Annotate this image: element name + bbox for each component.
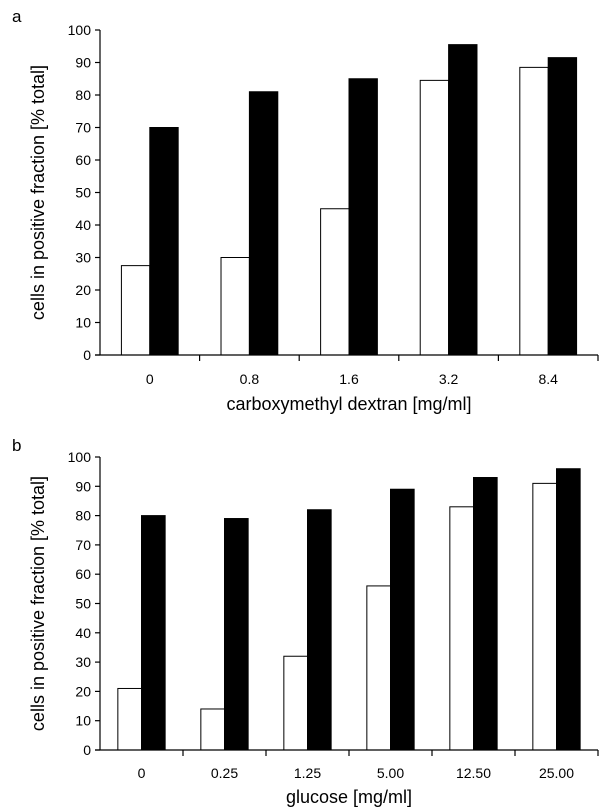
bar-filled-2 xyxy=(348,78,378,356)
y-tick-label: 60 xyxy=(75,152,91,168)
bar-filled-4 xyxy=(547,57,578,356)
panel-label: a xyxy=(12,7,22,26)
bar-open-3 xyxy=(419,79,450,356)
panel-a: a 0 10 20 30 40 50 60 70 80 90 100 0 0.8 1.6 3.2 8.4 carb… xyxy=(12,7,599,414)
x-tick-label: 0 xyxy=(138,765,146,781)
bar-open-0 xyxy=(117,687,143,751)
x-tick-label: 0.8 xyxy=(240,371,260,387)
x-tick-label: 5.00 xyxy=(377,765,404,781)
y-tick-label: 100 xyxy=(68,22,92,38)
y-tick-label: 80 xyxy=(75,87,91,103)
y-tick-label: 70 xyxy=(75,120,91,136)
bar-filled-1 xyxy=(248,91,279,356)
y-tick-label: 90 xyxy=(75,55,91,71)
panel-b: b 0 10 20 30 40 50 60 70 80 90 100 0 0.25 1.25 5.00 12.5… xyxy=(12,436,599,807)
x-tick-label: 12.50 xyxy=(456,765,491,781)
y-axis-title: cells in positive fraction [% total] xyxy=(28,476,48,731)
y-tick-label: 0 xyxy=(83,742,91,758)
y-tick-label: 20 xyxy=(75,683,91,699)
x-tick-label: 25.00 xyxy=(539,765,574,781)
y-tick-label: 50 xyxy=(75,596,91,612)
x-tick-label: 1.6 xyxy=(339,371,359,387)
x-axis-title: carboxymethyl dextran [mg/ml] xyxy=(226,394,471,414)
bar-filled-0 xyxy=(141,515,166,751)
y-tick-label: 100 xyxy=(68,449,92,465)
bar-filled-2 xyxy=(307,509,332,751)
bar-filled-3 xyxy=(448,44,478,356)
y-tick-label: 40 xyxy=(75,625,91,641)
x-tick-label: 0.25 xyxy=(211,765,238,781)
y-tick-label: 50 xyxy=(75,185,91,201)
y-tick-label: 30 xyxy=(75,654,91,670)
bar-filled-1 xyxy=(224,518,249,751)
x-tick-label: 0 xyxy=(146,371,154,387)
y-tick-label: 40 xyxy=(75,217,91,233)
x-tick-label: 1.25 xyxy=(294,765,321,781)
bar-filled-0 xyxy=(149,127,179,356)
bar-open-2 xyxy=(283,655,309,751)
y-tick-label: 30 xyxy=(75,250,91,266)
x-tick-label: 8.4 xyxy=(538,371,558,387)
panel-label: b xyxy=(12,436,21,455)
y-tick-label: 0 xyxy=(83,347,91,363)
y-axis-title: cells in positive fraction [% total] xyxy=(28,65,48,320)
bar-open-4 xyxy=(519,66,549,356)
y-tick-label: 90 xyxy=(75,478,91,494)
x-axis-title: glucose [mg/ml] xyxy=(286,787,412,807)
y-tick-label: 10 xyxy=(75,315,91,331)
y-tick-label: 60 xyxy=(75,566,91,582)
bar-open-3 xyxy=(366,585,392,751)
bar-open-5 xyxy=(532,482,557,751)
bar-open-4 xyxy=(449,506,475,751)
y-tick-label: 70 xyxy=(75,537,91,553)
y-tick-label: 20 xyxy=(75,282,91,298)
x-tick-label: 3.2 xyxy=(439,371,459,387)
bar-open-2 xyxy=(320,208,350,356)
bar-open-1 xyxy=(220,257,250,356)
y-tick-label: 10 xyxy=(75,713,91,729)
bar-filled-5 xyxy=(556,468,581,751)
y-tick-label: 80 xyxy=(75,508,91,524)
bar-filled-3 xyxy=(390,488,415,751)
bar-open-0 xyxy=(120,265,151,356)
bar-filled-4 xyxy=(473,477,498,751)
bar-open-1 xyxy=(200,708,226,751)
